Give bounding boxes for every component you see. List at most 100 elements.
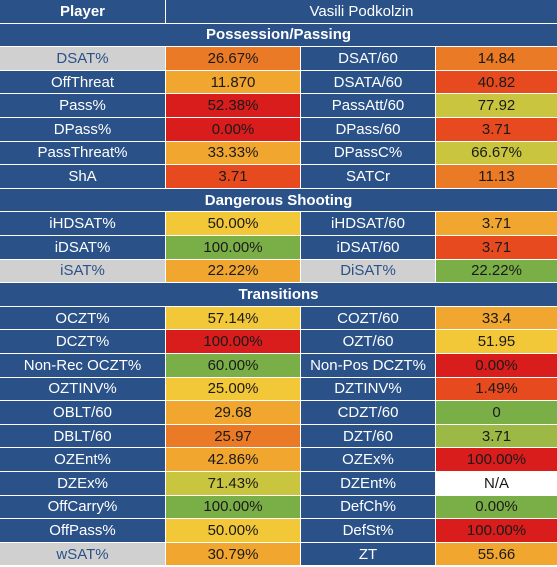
stat-value: 42.86% <box>166 448 300 471</box>
stat-row: DZEx% 71.43% DZEnt% N/A <box>0 472 557 496</box>
stat-value: 30.79% <box>166 542 300 566</box>
player-name: Vasili Podkolzin <box>166 0 557 23</box>
stat-value: 11.13 <box>436 165 557 188</box>
stat-label: iHDSAT% <box>0 212 165 235</box>
section-title: Transitions <box>0 283 557 306</box>
stat-label: iDSAT% <box>0 236 165 259</box>
stat-value: 11.870 <box>166 70 300 94</box>
stat-label: DPass% <box>0 118 165 141</box>
stat-row: OffThreat 11.870 DSATA/60 40.82 <box>0 70 557 95</box>
stat-label: DPass/60 <box>301 118 435 141</box>
section-title: Dangerous Shooting <box>0 188 557 212</box>
stat-row: DBLT/60 25.97 DZT/60 3.71 <box>0 424 557 449</box>
stat-value: 0.00% <box>166 118 300 141</box>
stat-value: 0.00% <box>436 354 557 377</box>
stat-value: 29.68 <box>166 401 300 424</box>
stat-value: 0 <box>436 401 557 424</box>
stat-row: iDSAT% 100.00% iDSAT/60 3.71 <box>0 236 557 260</box>
stat-value: 60.00% <box>166 354 300 377</box>
stat-label: DSAT/60 <box>301 47 435 70</box>
stat-row: DSAT% 26.67% DSAT/60 14.84 <box>0 47 557 71</box>
stat-value: 3.71 <box>436 212 557 235</box>
stat-label: OZTINV% <box>0 377 165 401</box>
stat-value: 100.00% <box>436 519 557 542</box>
stat-value: 14.84 <box>436 47 557 70</box>
stat-label: OZEx% <box>301 448 435 471</box>
stat-value: 3.71 <box>436 424 557 448</box>
stat-row: iSAT% 22.22% DiSAT% 22.22% <box>0 259 557 284</box>
stat-label: DSAT% <box>0 47 165 70</box>
stat-value: 100.00% <box>166 330 300 353</box>
stat-value: 77.92 <box>436 94 557 117</box>
stat-row: Non-Rec OCZT% 60.00% Non-Pos DCZT% 0.00% <box>0 354 557 378</box>
stat-value: 100.00% <box>166 495 300 519</box>
stat-value: 0.00% <box>436 495 557 519</box>
stat-value: 25.00% <box>166 377 300 401</box>
stat-row: ShA 3.71 SATCr 11.13 <box>0 165 557 189</box>
stat-label: OZEnt% <box>0 448 165 471</box>
stat-label: DefCh% <box>301 495 435 519</box>
stat-value: 51.95 <box>436 330 557 353</box>
stat-label: DefSt% <box>301 519 435 542</box>
stat-label: COZT/60 <box>301 306 435 330</box>
stat-row: DPass% 0.00% DPass/60 3.71 <box>0 118 557 142</box>
stat-value: 55.66 <box>436 542 557 566</box>
player-header-label: Player <box>0 0 165 23</box>
stat-value: 50.00% <box>166 212 300 235</box>
stat-value: 50.00% <box>166 519 300 542</box>
stat-label: DSATA/60 <box>301 70 435 94</box>
stat-row: OZEnt% 42.86% OZEx% 100.00% <box>0 448 557 472</box>
stat-label: Pass% <box>0 94 165 117</box>
stat-label: DCZT% <box>0 330 165 353</box>
stat-label: DZT/60 <box>301 424 435 448</box>
stat-row: iHDSAT% 50.00% iHDSAT/60 3.71 <box>0 212 557 236</box>
stat-label: OZT/60 <box>301 330 435 353</box>
stat-value: N/A <box>436 472 557 495</box>
stat-value: 57.14% <box>166 306 300 330</box>
stat-value: 22.22% <box>436 259 557 283</box>
stat-label: CDZT/60 <box>301 401 435 424</box>
stat-label: DBLT/60 <box>0 424 165 448</box>
stat-label: PassThreat% <box>0 141 165 165</box>
stat-value: 1.49% <box>436 377 557 401</box>
stat-label: OffPass% <box>0 519 165 542</box>
stat-row: OffPass% 50.00% DefSt% 100.00% <box>0 519 557 543</box>
stat-value: 33.33% <box>166 141 300 165</box>
stat-row: DCZT% 100.00% OZT/60 51.95 <box>0 330 557 354</box>
section-header: Dangerous Shooting <box>0 188 557 213</box>
stat-label: wSAT% <box>0 542 165 566</box>
stat-value: 52.38% <box>166 94 300 117</box>
stat-label: DiSAT% <box>301 259 435 283</box>
stat-label: OBLT/60 <box>0 401 165 424</box>
stat-value: 40.82 <box>436 70 557 94</box>
stat-value: 100.00% <box>436 448 557 471</box>
header-row: Player Vasili Podkolzin <box>0 0 557 24</box>
section-title: Possession/Passing <box>0 23 557 47</box>
stat-value: 33.4 <box>436 306 557 330</box>
stat-value: 22.22% <box>166 259 300 283</box>
stat-value: 100.00% <box>166 236 300 259</box>
stat-label: DPassC% <box>301 141 435 165</box>
stat-row: OffCarry% 100.00% DefCh% 0.00% <box>0 495 557 520</box>
stat-label: iHDSAT/60 <box>301 212 435 235</box>
stat-value: 3.71 <box>436 236 557 259</box>
stat-row: wSAT% 30.79% ZT 55.66 <box>0 542 557 567</box>
stat-label: iSAT% <box>0 259 165 283</box>
stat-value: 3.71 <box>436 118 557 141</box>
stat-row: OBLT/60 29.68 CDZT/60 0 <box>0 401 557 425</box>
stat-label: PassAtt/60 <box>301 94 435 117</box>
stat-label: OffCarry% <box>0 495 165 519</box>
stat-row: Pass% 52.38% PassAtt/60 77.92 <box>0 94 557 118</box>
section-header: Transitions <box>0 283 557 307</box>
stat-value: 66.67% <box>436 141 557 165</box>
stat-label: ZT <box>301 542 435 566</box>
stat-value: 26.67% <box>166 47 300 70</box>
stat-label: OffThreat <box>0 70 165 94</box>
stat-label: OCZT% <box>0 306 165 330</box>
stat-value: 25.97 <box>166 424 300 448</box>
stat-label: DZEnt% <box>301 472 435 495</box>
stat-value: 71.43% <box>166 472 300 495</box>
stat-label: SATCr <box>301 165 435 188</box>
stat-label: Non-Rec OCZT% <box>0 354 165 377</box>
